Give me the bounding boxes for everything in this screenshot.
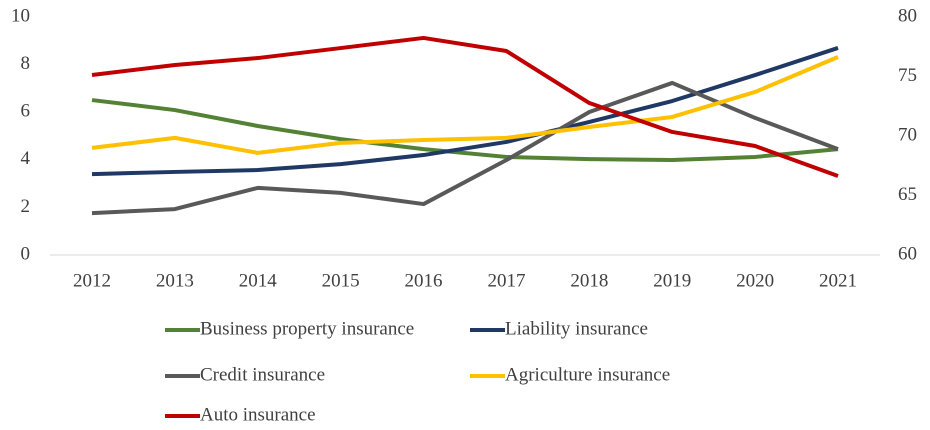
y-tick-label: 6 [21, 101, 31, 122]
y-tick-label: 4 [21, 148, 31, 169]
x-tick-label: 2020 [736, 270, 774, 291]
series-line [91, 80, 839, 216]
legend-label: Auto insurance [200, 404, 316, 425]
y-tick-label: 8 [21, 53, 31, 74]
series-line [91, 35, 839, 178]
y-tick-label: 0 [21, 243, 31, 264]
legend-label: Agriculture insurance [505, 364, 670, 385]
x-tick-label: 2012 [73, 270, 111, 291]
series-line [91, 55, 839, 155]
x-tick-label: 2014 [239, 270, 278, 291]
legend-label: Business property insurance [200, 318, 414, 339]
y2-tick-label: 75 [898, 65, 917, 86]
x-tick-label: 2021 [819, 270, 857, 291]
x-tick-label: 2013 [156, 270, 194, 291]
y2-tick-label: 65 [898, 184, 917, 205]
y-tick-label: 2 [21, 196, 31, 217]
series-line [91, 46, 839, 177]
y2-tick-label: 60 [898, 243, 917, 264]
x-tick-label: 2015 [322, 270, 360, 291]
legend-label: Liability insurance [505, 318, 648, 339]
y-tick-label: 10 [11, 5, 30, 26]
x-tick-label: 2018 [570, 270, 608, 291]
y2-tick-label: 70 [898, 124, 917, 145]
x-tick-label: 2017 [487, 270, 525, 291]
x-tick-label: 2019 [653, 270, 691, 291]
x-tick-label: 2016 [405, 270, 443, 291]
y2-tick-label: 80 [898, 5, 917, 26]
legend-label: Credit insurance [200, 364, 325, 385]
series-line [91, 98, 839, 163]
